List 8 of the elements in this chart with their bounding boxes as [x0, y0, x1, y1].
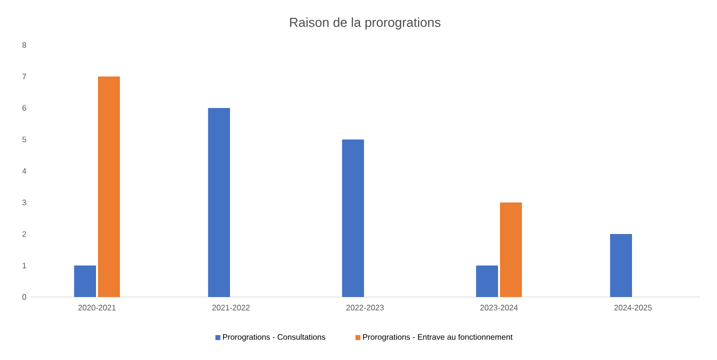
- chart-title: Raison de la prorogrations: [290, 17, 440, 30]
- bar: [342, 140, 364, 297]
- bar: [610, 234, 632, 297]
- bar: [98, 76, 120, 297]
- bar: [208, 108, 230, 297]
- bar: [476, 266, 498, 297]
- bar: [74, 266, 96, 297]
- bar: [500, 202, 522, 297]
